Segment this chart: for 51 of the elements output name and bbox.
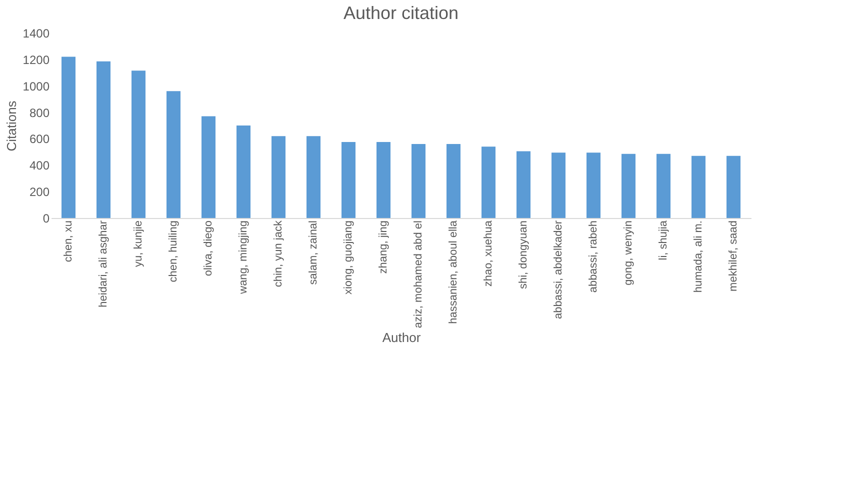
x-tick-label: abbassi, abdelkader (552, 220, 564, 319)
bar (726, 156, 740, 218)
y-axis-title: Citations (4, 100, 19, 152)
bar (656, 154, 670, 218)
bar (622, 154, 636, 218)
bar (586, 152, 600, 218)
x-tick-label: gong, wenyin (622, 220, 634, 286)
bar (342, 142, 356, 218)
x-tick-label: li, shujia (658, 220, 670, 260)
y-tick-label: 200 (29, 185, 50, 200)
y-tick-label: 600 (29, 132, 50, 146)
x-tick-label: chen, xu (62, 220, 74, 262)
bar (446, 144, 460, 218)
x-tick-label: zhang, jing (378, 220, 390, 274)
bar (306, 136, 320, 218)
x-tick-label: mekhilef, saad (728, 220, 740, 292)
y-tick-label: 400 (29, 158, 50, 173)
x-tick-label: salam, zainal (308, 220, 320, 285)
bar (202, 116, 216, 218)
x-tick-label: chen, huiling (168, 220, 180, 282)
x-tick-label: chin, yun jack (272, 220, 284, 288)
bar (272, 136, 286, 218)
x-tick-label: shi, dongyuan (518, 220, 530, 289)
bar (552, 152, 566, 218)
x-tick-label: zhao, xuehua (482, 220, 494, 287)
bar (376, 142, 390, 218)
bar (516, 151, 530, 218)
x-tick-label: wang, mingjing (238, 220, 250, 295)
y-tick-label: 1000 (22, 79, 50, 94)
y-tick-label: 0 (42, 212, 50, 226)
x-tick-label: yu, kunjie (132, 220, 144, 267)
x-tick-label: oliva, diego (202, 220, 214, 276)
bar (692, 156, 706, 218)
y-tick-label: 1400 (22, 26, 50, 40)
x-tick-label: xiong, guojiang (342, 220, 354, 295)
x-tick-label: abbassi, rabeh (588, 220, 600, 293)
bar (166, 91, 180, 218)
x-tick-label: humada, ali m. (692, 220, 704, 293)
x-tick-label: hassanien, aboul ella (448, 220, 460, 324)
bar (62, 56, 76, 218)
x-tick-label: heidari, ali asghar (98, 220, 110, 308)
x-axis-title: Author (382, 330, 422, 346)
bar (236, 126, 250, 218)
bar (96, 61, 110, 218)
bar (132, 70, 146, 218)
chart-title: Author citation (343, 3, 459, 23)
y-tick-label: 800 (29, 106, 50, 120)
bar (412, 144, 426, 218)
y-tick-label: 1200 (22, 52, 50, 67)
x-tick-label: aziz, mohamed abd el (412, 220, 424, 328)
bar (482, 146, 496, 218)
